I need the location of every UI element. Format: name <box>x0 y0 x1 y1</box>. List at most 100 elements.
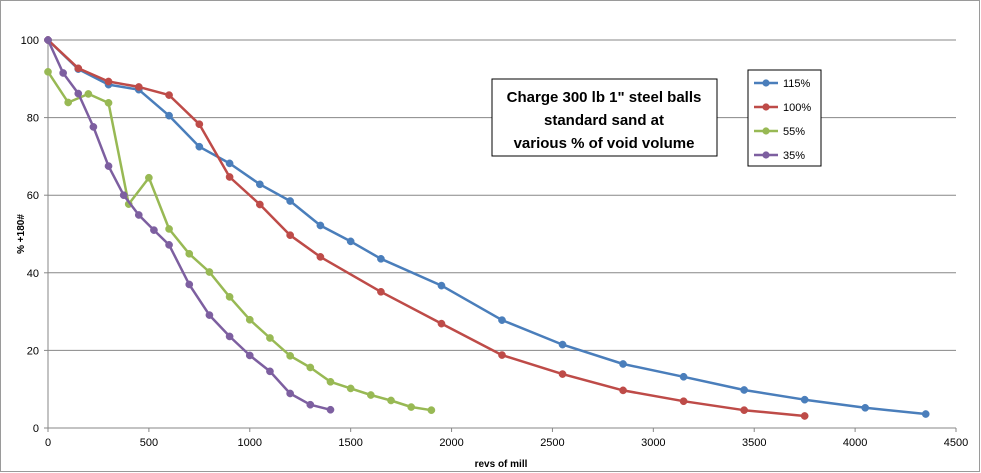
data-point <box>366 391 375 399</box>
chart-title-line-1: Charge 300 lb 1" steel balls <box>507 89 702 106</box>
x-tick-label: 1500 <box>338 437 362 449</box>
data-point <box>387 396 395 405</box>
data-point <box>44 67 52 76</box>
data-point <box>286 231 294 240</box>
data-point <box>800 395 809 404</box>
legend: 115% 100% 55% 35% <box>747 69 822 167</box>
x-tick-label: 3000 <box>641 437 665 449</box>
data-point <box>619 360 627 368</box>
data-point <box>185 280 194 289</box>
x-tick-label: 0 <box>45 437 51 449</box>
data-point <box>427 406 436 415</box>
data-point <box>316 253 325 261</box>
chart-title-line-2: standard sand at <box>544 112 664 129</box>
data-point <box>205 311 214 319</box>
data-point <box>89 123 98 131</box>
chart-title-border <box>491 78 718 157</box>
legend-swatch-marker <box>762 79 770 87</box>
x-tick-label: 500 <box>140 437 158 449</box>
chart-title-line-3: various % of void volume <box>514 135 695 152</box>
y-tick-label: 40 <box>27 268 39 280</box>
data-point <box>316 221 325 230</box>
data-point <box>407 403 416 411</box>
data-point <box>377 254 385 263</box>
data-point <box>225 173 234 181</box>
data-point <box>679 397 688 406</box>
y-tick-label: 0 <box>33 423 39 435</box>
data-point <box>150 226 158 234</box>
data-point <box>326 377 335 386</box>
chart-title-box: Charge 300 lb 1" steel balls standard sa… <box>491 78 718 157</box>
legend-item: 100% <box>754 102 811 114</box>
data-point <box>437 281 446 290</box>
y-tick-label: 20 <box>27 345 39 357</box>
legend-label: 100% <box>783 102 811 114</box>
data-point <box>205 268 214 276</box>
data-point <box>306 400 315 409</box>
data-point <box>245 315 254 324</box>
x-tick-label: 4000 <box>843 437 867 449</box>
legend-item: 115% <box>754 78 811 90</box>
data-point <box>134 211 143 219</box>
data-point <box>134 83 143 91</box>
legend-swatch-marker <box>762 151 770 159</box>
data-point <box>558 370 567 378</box>
data-point <box>145 173 153 182</box>
data-point <box>84 90 93 98</box>
data-point <box>256 200 264 209</box>
data-point <box>498 316 506 324</box>
data-point <box>245 351 254 360</box>
data-point <box>44 36 52 44</box>
x-tick-label: 1000 <box>238 437 262 449</box>
series-2 <box>44 36 809 420</box>
data-point <box>679 372 688 381</box>
y-tick-label: 100 <box>21 35 39 47</box>
legend-border <box>747 69 822 167</box>
data-point <box>619 386 627 395</box>
series-1 <box>44 36 930 418</box>
data-point <box>225 332 234 341</box>
series-4 <box>44 36 335 414</box>
legend-label: 55% <box>783 126 805 138</box>
data-point <box>437 319 446 328</box>
data-point <box>921 410 930 418</box>
y-tick-label: 60 <box>27 190 39 202</box>
data-point <box>185 249 194 258</box>
data-point <box>377 287 385 296</box>
data-point <box>346 384 355 393</box>
data-point <box>306 363 315 372</box>
legend-swatch-marker <box>762 127 770 135</box>
data-point <box>740 406 748 415</box>
series-line <box>46 38 806 418</box>
legend-swatch-marker <box>762 103 770 111</box>
data-point <box>165 111 173 120</box>
data-point <box>346 237 355 246</box>
data-point <box>74 64 83 73</box>
data-point <box>558 340 567 349</box>
data-point <box>104 162 113 170</box>
x-tick-label: 3500 <box>742 437 766 449</box>
data-point <box>74 89 83 98</box>
data-point <box>64 98 73 107</box>
data-point <box>286 389 294 398</box>
data-point <box>326 405 335 414</box>
data-point <box>104 99 113 107</box>
y-tick-label: 80 <box>27 113 39 125</box>
data-point <box>195 142 204 151</box>
data-point <box>861 403 870 412</box>
x-tick-label: 4500 <box>944 437 968 449</box>
data-point <box>498 351 506 359</box>
data-point <box>165 241 173 249</box>
data-point <box>286 351 294 360</box>
series-lines <box>44 36 930 420</box>
data-point <box>119 191 128 200</box>
data-point <box>800 412 809 420</box>
data-point <box>104 77 113 86</box>
data-point <box>165 91 173 99</box>
data-point <box>195 120 204 129</box>
x-tick-label: 2500 <box>540 437 564 449</box>
data-point <box>225 159 234 168</box>
